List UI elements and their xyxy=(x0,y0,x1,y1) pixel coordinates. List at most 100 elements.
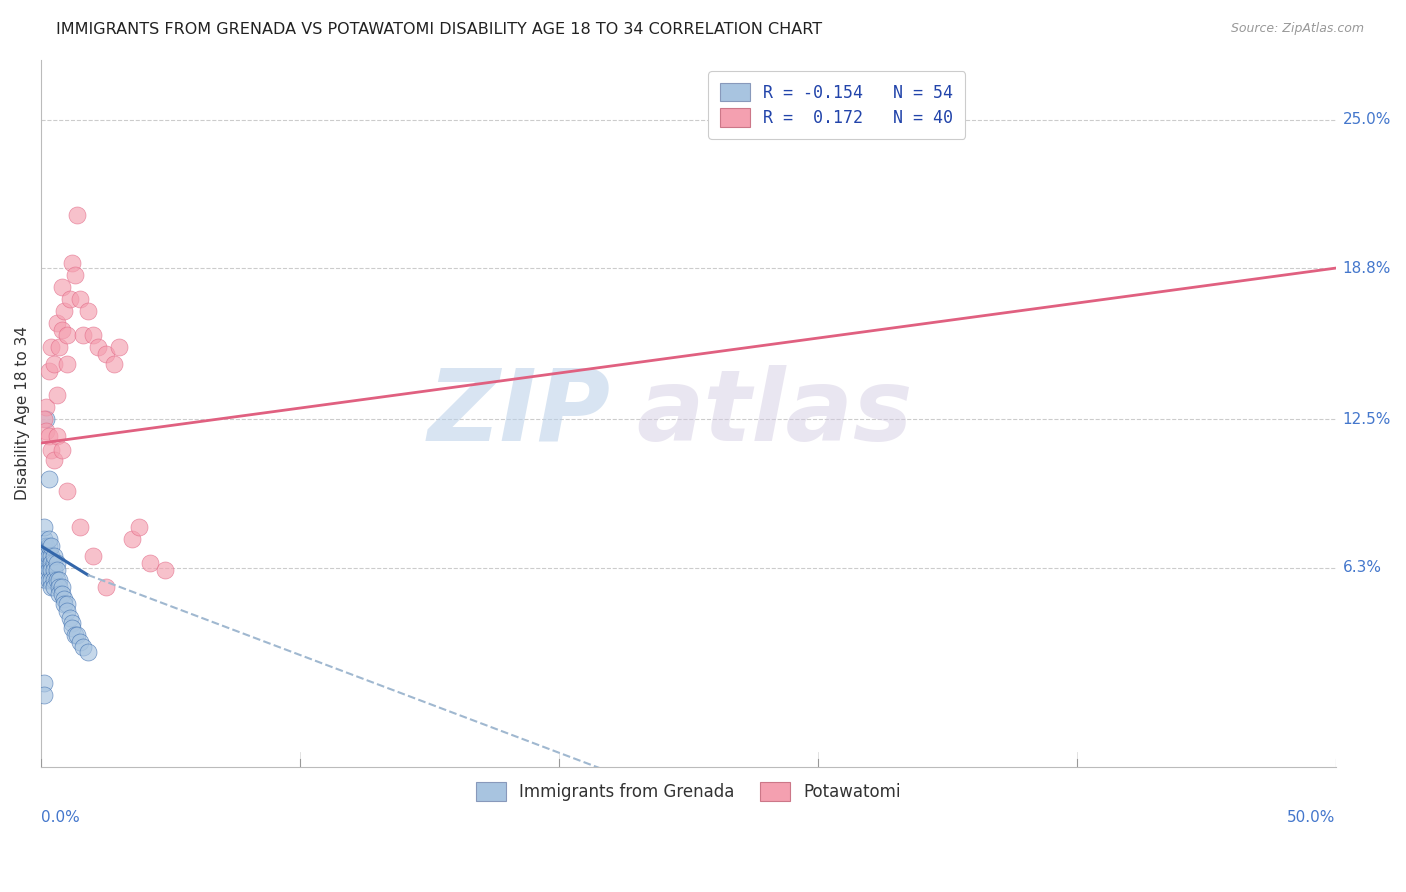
Point xyxy=(72,640,94,654)
Point xyxy=(139,556,162,570)
Point xyxy=(35,549,58,563)
Point xyxy=(128,520,150,534)
Point xyxy=(32,549,55,563)
Point xyxy=(60,256,83,270)
Point xyxy=(56,604,79,618)
Point xyxy=(94,347,117,361)
Point xyxy=(42,573,65,587)
Point xyxy=(53,597,76,611)
Point xyxy=(87,340,110,354)
Point xyxy=(42,549,65,563)
Text: 50.0%: 50.0% xyxy=(1288,810,1336,825)
Point xyxy=(42,556,65,570)
Point xyxy=(35,424,58,438)
Point xyxy=(48,587,70,601)
Point xyxy=(51,443,73,458)
Point xyxy=(38,429,60,443)
Point xyxy=(45,388,67,402)
Point xyxy=(32,544,55,558)
Point xyxy=(56,597,79,611)
Point xyxy=(45,316,67,330)
Point xyxy=(38,364,60,378)
Point xyxy=(69,520,91,534)
Point xyxy=(32,532,55,546)
Point xyxy=(76,644,98,658)
Point xyxy=(56,483,79,498)
Text: 18.8%: 18.8% xyxy=(1343,260,1391,276)
Point xyxy=(53,591,76,606)
Point xyxy=(51,587,73,601)
Point xyxy=(41,549,63,563)
Point xyxy=(58,611,80,625)
Point xyxy=(35,539,58,553)
Point xyxy=(45,556,67,570)
Text: IMMIGRANTS FROM GRENADA VS POTAWATOMI DISABILITY AGE 18 TO 34 CORRELATION CHART: IMMIGRANTS FROM GRENADA VS POTAWATOMI DI… xyxy=(56,22,823,37)
Point xyxy=(69,635,91,649)
Point xyxy=(155,563,177,577)
Point xyxy=(32,688,55,702)
Text: 25.0%: 25.0% xyxy=(1343,112,1391,127)
Point xyxy=(35,556,58,570)
Point xyxy=(38,549,60,563)
Point xyxy=(63,268,86,283)
Point xyxy=(32,412,55,426)
Point xyxy=(45,563,67,577)
Point xyxy=(35,544,58,558)
Point xyxy=(41,443,63,458)
Point xyxy=(58,292,80,306)
Point xyxy=(38,556,60,570)
Point xyxy=(72,328,94,343)
Point xyxy=(60,615,83,630)
Point xyxy=(35,563,58,577)
Text: atlas: atlas xyxy=(637,365,912,461)
Point xyxy=(38,573,60,587)
Point xyxy=(56,357,79,371)
Text: 12.5%: 12.5% xyxy=(1343,411,1391,426)
Point xyxy=(121,532,143,546)
Point xyxy=(103,357,125,371)
Point xyxy=(41,556,63,570)
Point xyxy=(38,472,60,486)
Legend: Immigrants from Grenada, Potawatomi: Immigrants from Grenada, Potawatomi xyxy=(470,776,907,808)
Point xyxy=(48,340,70,354)
Point xyxy=(51,323,73,337)
Point xyxy=(45,573,67,587)
Point xyxy=(48,580,70,594)
Point xyxy=(35,400,58,414)
Point xyxy=(41,340,63,354)
Point xyxy=(66,628,89,642)
Point xyxy=(51,580,73,594)
Point xyxy=(38,539,60,553)
Text: Source: ZipAtlas.com: Source: ZipAtlas.com xyxy=(1230,22,1364,36)
Point xyxy=(94,580,117,594)
Point xyxy=(42,357,65,371)
Text: ZIP: ZIP xyxy=(427,365,610,461)
Point xyxy=(82,549,104,563)
Point xyxy=(32,539,55,553)
Point xyxy=(42,580,65,594)
Point xyxy=(38,532,60,546)
Point xyxy=(66,208,89,222)
Point xyxy=(82,328,104,343)
Text: 0.0%: 0.0% xyxy=(41,810,80,825)
Point xyxy=(51,280,73,294)
Point xyxy=(76,304,98,318)
Point xyxy=(32,675,55,690)
Text: 6.3%: 6.3% xyxy=(1343,560,1382,575)
Point xyxy=(41,580,63,594)
Point xyxy=(53,304,76,318)
Point xyxy=(807,117,830,131)
Point xyxy=(41,539,63,553)
Point xyxy=(107,340,129,354)
Point xyxy=(32,520,55,534)
Point xyxy=(35,573,58,587)
Point xyxy=(56,328,79,343)
Point xyxy=(69,292,91,306)
Point xyxy=(42,563,65,577)
Y-axis label: Disability Age 18 to 34: Disability Age 18 to 34 xyxy=(15,326,30,500)
Point xyxy=(38,563,60,577)
Point xyxy=(41,573,63,587)
Point xyxy=(45,429,67,443)
Point xyxy=(32,556,55,570)
Point xyxy=(35,412,58,426)
